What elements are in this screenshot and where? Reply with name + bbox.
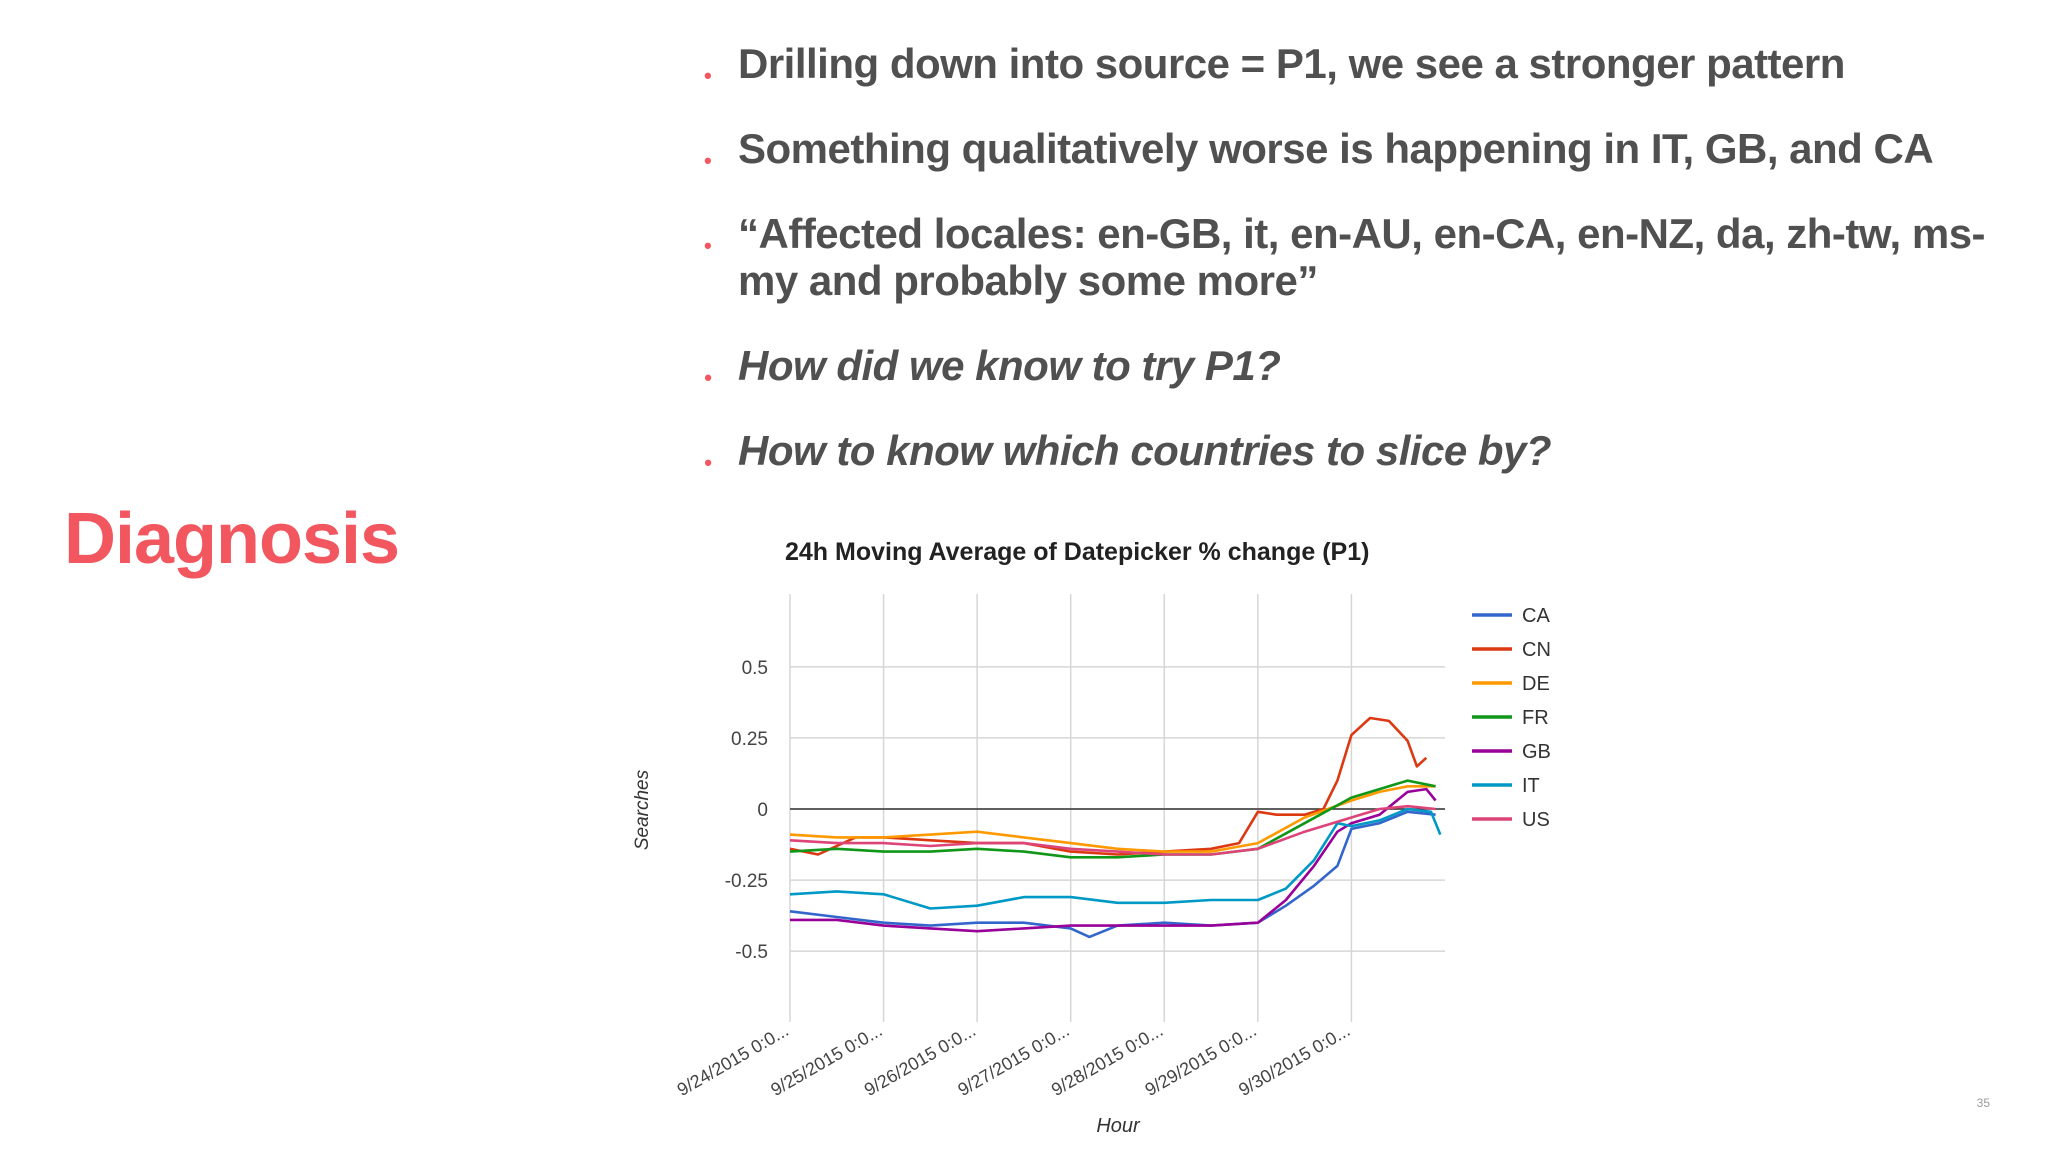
y-tick-label: -0.5 bbox=[735, 942, 768, 963]
bullet-text: How to know which countries to slice by? bbox=[738, 427, 1552, 474]
chart-gridlines bbox=[789, 594, 1445, 1022]
bullet-item: • Something qualitatively worse is happen… bbox=[700, 125, 1990, 173]
line-chart: 24h Moving Average of Datepicker % chang… bbox=[620, 520, 1640, 1150]
bullet-item: • How to know which countries to slice by… bbox=[700, 427, 1990, 475]
bullet-dot-icon: • bbox=[704, 63, 712, 88]
series-line-fr bbox=[789, 779, 1436, 859]
legend-label: CA bbox=[1522, 605, 1550, 627]
bullet-dot-icon: • bbox=[704, 450, 712, 475]
series-line-it bbox=[789, 807, 1442, 910]
series-line-de bbox=[789, 784, 1436, 853]
bullet-list: • Drilling down into source = P1, we see … bbox=[700, 40, 1990, 485]
legend-label: CN bbox=[1522, 639, 1551, 661]
y-axis-ticks: 0.5 0.25 0 -0.25 -0.5 bbox=[725, 658, 768, 963]
bullet-dot-icon: • bbox=[704, 365, 712, 390]
bullet-item: • “Affected locales: en-GB, it, en-AU, en… bbox=[700, 210, 1990, 304]
bullet-dot-icon: • bbox=[704, 148, 712, 173]
page-number: 35 bbox=[1976, 1096, 1990, 1110]
slide-title: Diagnosis bbox=[64, 499, 400, 579]
y-tick-label: 0.25 bbox=[731, 729, 768, 750]
bullet-text: Something qualitatively worse is happeni… bbox=[738, 125, 1934, 172]
x-axis-label: Hour bbox=[1096, 1115, 1141, 1137]
y-tick-label: 0.5 bbox=[742, 658, 768, 679]
bullet-item: • Drilling down into source = P1, we see … bbox=[700, 40, 1990, 88]
x-axis-ticks: 9/24/2015 0:0...9/25/2015 0:0...9/26/201… bbox=[674, 1020, 1354, 1100]
series-line-cn bbox=[789, 716, 1428, 856]
series-line-ca bbox=[789, 810, 1436, 939]
chart-canvas: 24h Moving Average of Datepicker % chang… bbox=[632, 538, 1551, 1137]
legend-label: FR bbox=[1522, 707, 1549, 729]
y-tick-label: 0 bbox=[757, 800, 768, 821]
chart-legend: CA CN DE FR GB IT US bbox=[1472, 605, 1551, 831]
legend-label: GB bbox=[1522, 741, 1551, 763]
bullet-item: • How did we know to try P1? bbox=[700, 342, 1990, 390]
series-line-gb bbox=[790, 787, 1437, 933]
bullet-text: Drilling down into source = P1, we see a… bbox=[738, 40, 1845, 87]
chart-series bbox=[789, 716, 1442, 939]
y-axis-label: Searches bbox=[632, 769, 653, 850]
bullet-dot-icon: • bbox=[704, 233, 712, 258]
y-tick-label: -0.25 bbox=[725, 871, 768, 892]
series-line-us bbox=[789, 804, 1436, 856]
bullet-text: How did we know to try P1? bbox=[738, 342, 1281, 389]
chart-title: 24h Moving Average of Datepicker % chang… bbox=[785, 538, 1369, 566]
legend-label: US bbox=[1522, 809, 1550, 831]
legend-label: IT bbox=[1522, 775, 1540, 797]
legend-label: DE bbox=[1522, 673, 1550, 695]
bullet-text: “Affected locales: en-GB, it, en-AU, en-… bbox=[738, 210, 1986, 304]
